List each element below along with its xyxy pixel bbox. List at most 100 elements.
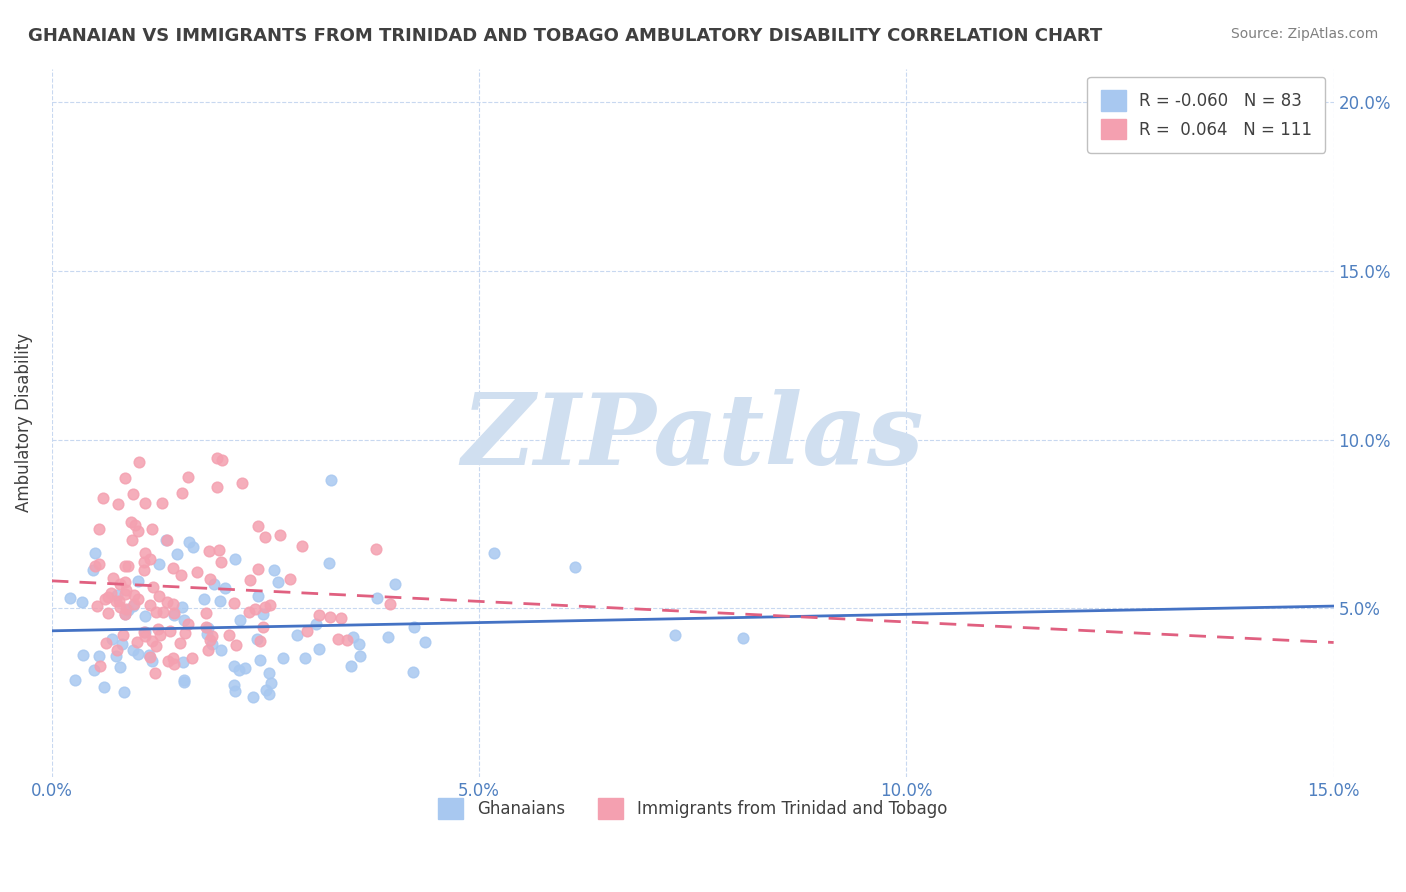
Point [103,571,125,585]
Point [249,653,271,667]
Point [364,542,387,557]
Point [132,625,155,640]
Point [259,598,281,612]
Point [127,524,149,538]
Point [87,522,110,536]
Point [148,589,170,603]
Point [318,556,340,570]
Text: Source: ZipAtlas.com: Source: ZipAtlas.com [1230,27,1378,41]
Point [114,607,136,621]
Point [208,594,231,608]
Point [127,591,149,606]
Point [146,622,169,636]
Point [252,607,274,622]
Point [114,575,136,590]
Point [97,607,120,621]
Text: ZIPatlas: ZIPatlas [461,389,924,485]
Point [202,577,225,591]
Point [134,609,156,624]
Point [87,649,110,664]
Point [252,620,274,634]
Point [166,547,188,561]
Point [91,491,114,506]
Point [198,632,221,647]
Point [110,600,132,615]
Point [94,592,117,607]
Point [105,588,128,602]
Point [163,608,186,623]
Point [257,687,280,701]
Point [63,673,86,688]
Point [114,471,136,485]
Point [152,605,174,619]
Point [211,452,233,467]
Text: GHANAIAN VS IMMIGRANTS FROM TRINIDAD AND TOBAGO AMBULATORY DISABILITY CORRELATIO: GHANAIAN VS IMMIGRANTS FROM TRINIDAD AND… [28,27,1102,45]
Point [197,621,219,635]
Point [242,690,264,705]
Point [186,565,208,579]
Point [127,574,149,588]
Point [124,517,146,532]
Point [148,558,170,572]
Point [170,599,193,614]
Point [205,450,228,465]
Point [150,496,173,510]
Point [377,630,399,644]
Point [224,678,246,692]
Point [218,628,240,642]
Point [84,558,107,573]
Legend: Ghanaians, Immigrants from Trinidad and Tobago: Ghanaians, Immigrants from Trinidad and … [432,791,953,825]
Point [177,616,200,631]
Point [198,544,221,558]
Point [201,637,224,651]
Point [145,605,167,619]
Point [134,496,156,510]
Point [173,674,195,689]
Point [169,568,191,582]
Point [209,556,232,570]
Point [84,546,107,560]
Point [378,598,401,612]
Point [222,659,245,673]
Point [108,594,131,608]
Point [108,577,131,591]
Point [134,546,156,560]
Point [564,560,586,574]
Point [401,665,423,680]
Point [291,539,314,553]
Point [664,628,686,642]
Point [349,649,371,664]
Point [120,515,142,529]
Point [89,659,111,673]
Point [122,588,145,602]
Point [122,643,145,657]
Point [173,673,195,687]
Point [181,650,204,665]
Point [121,599,143,613]
Point [225,638,247,652]
Point [308,642,330,657]
Point [239,574,262,588]
Point [72,595,94,609]
Point [269,528,291,542]
Point [260,675,283,690]
Point [117,559,139,574]
Point [308,607,330,622]
Point [128,455,150,469]
Point [238,605,260,619]
Point [82,563,104,577]
Point [271,650,294,665]
Point [267,574,290,589]
Point [134,555,156,569]
Point [294,651,316,665]
Point [384,577,406,591]
Point [297,624,319,638]
Point [145,666,167,681]
Point [413,635,436,649]
Point [100,586,122,600]
Point [138,648,160,662]
Point [329,611,352,625]
Point [117,602,139,616]
Point [342,630,364,644]
Point [97,590,120,604]
